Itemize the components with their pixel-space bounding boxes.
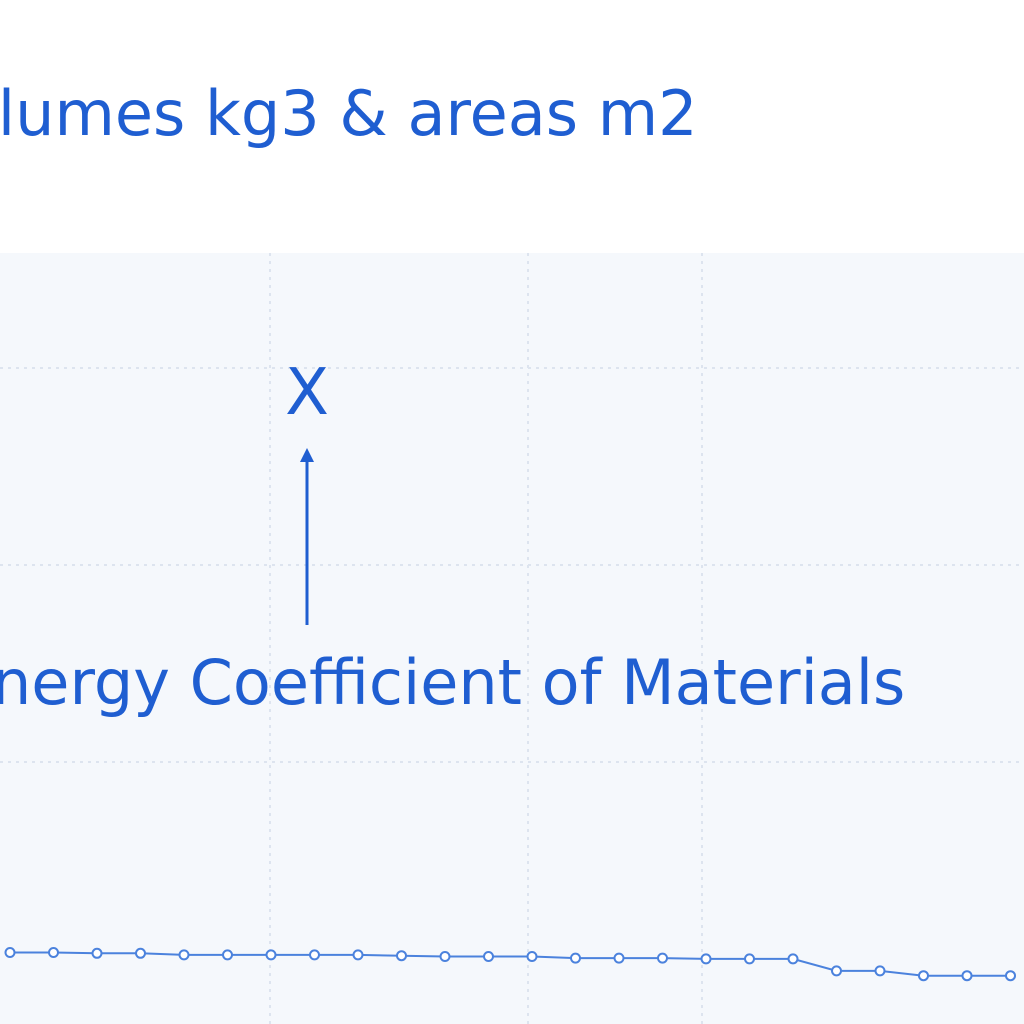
chart-title: olumes kg3 & areas m2 [0,77,698,150]
data-point[interactable] [744,953,755,965]
series-line [10,951,1011,977]
annotation-label: nergy Coefficient of Materials [0,646,905,719]
data-point[interactable] [265,949,277,961]
data-point[interactable] [787,953,799,965]
data-point[interactable] [831,965,842,977]
data-point[interactable] [396,950,407,962]
data-point[interactable] [222,949,233,961]
data-point[interactable] [874,965,886,977]
data-point[interactable] [961,970,973,982]
data-point[interactable] [613,952,625,964]
data-point[interactable] [91,947,103,959]
gridlines [0,253,1024,1024]
data-point[interactable] [657,952,668,964]
series-layer [4,947,1016,982]
annotation-marker: X [285,356,329,430]
data-point[interactable] [4,947,16,958]
data-point[interactable] [1005,970,1016,982]
data-point[interactable] [918,970,929,982]
data-point[interactable] [700,953,712,965]
data-point[interactable] [483,951,494,962]
data-point[interactable] [352,949,364,961]
data-point[interactable] [135,947,146,959]
data-point[interactable] [48,947,59,958]
data-point[interactable] [526,951,538,962]
data-point[interactable] [309,949,320,961]
data-point[interactable] [570,952,581,964]
arrow-head-icon [300,448,314,462]
plot-area [0,253,1024,1024]
data-point[interactable] [439,951,451,962]
data-point[interactable] [178,949,190,961]
